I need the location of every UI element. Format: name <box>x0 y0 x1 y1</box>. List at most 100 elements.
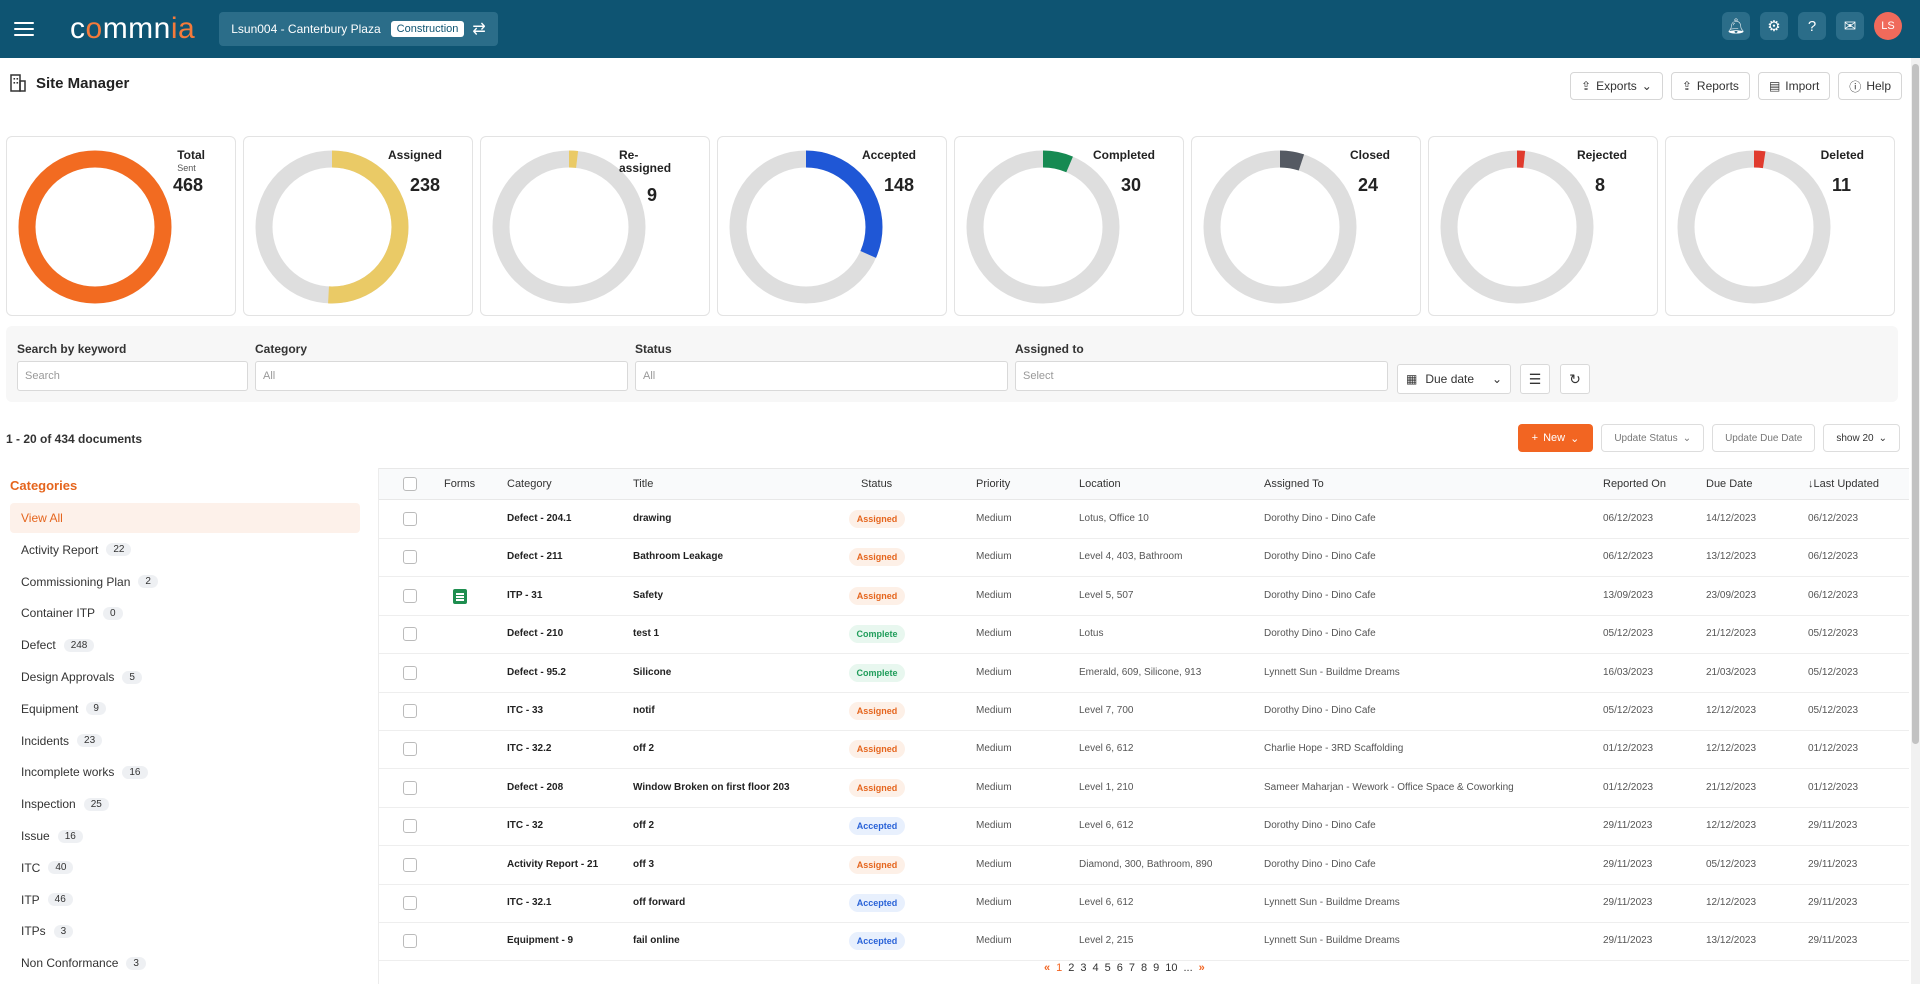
col-location[interactable]: Location <box>1079 478 1121 490</box>
avatar[interactable]: LS <box>1874 12 1902 40</box>
chat-icon[interactable]: ✉ <box>1836 12 1864 40</box>
category-item[interactable]: Container ITP 0 <box>10 598 360 628</box>
help-button[interactable]: ⓘ Help <box>1838 72 1902 100</box>
row-checkbox[interactable] <box>403 742 417 757</box>
page-number[interactable]: 9 <box>1153 962 1160 974</box>
import-button[interactable]: ▤ Import <box>1757 72 1831 100</box>
search-input[interactable]: Search <box>17 361 248 391</box>
category-item[interactable]: Design Approvals 5 <box>10 662 360 692</box>
category-item[interactable]: Issue 16 <box>10 821 360 851</box>
col-reported-on[interactable]: Reported On <box>1603 478 1666 490</box>
col-assigned-to[interactable]: Assigned To <box>1264 478 1324 490</box>
summary-card[interactable]: Completed 30 <box>954 136 1184 316</box>
refresh-button[interactable]: ↻ <box>1560 364 1590 394</box>
row-checkbox[interactable] <box>403 896 417 910</box>
project-switcher[interactable]: Lsun004 - Canterbury Plaza Construction … <box>219 12 498 46</box>
col-priority[interactable]: Priority <box>976 478 1011 490</box>
page-number[interactable]: 3 <box>1080 962 1087 974</box>
table-row[interactable]: ITC - 32.1 off forward Medium Level 6, 612 L… <box>379 885 1909 923</box>
category-item[interactable]: ITPs 3 <box>10 916 360 946</box>
select-all-checkbox[interactable] <box>403 477 417 491</box>
col-title[interactable]: Title <box>633 478 654 490</box>
summary-card[interactable]: Rejected 8 <box>1428 136 1658 316</box>
category-item[interactable]: Defect 248 <box>10 630 360 660</box>
table-row[interactable]: Defect - 210 test 1 Medium Lotus Dorothy Din… <box>379 616 1909 655</box>
due-date-dropdown[interactable]: ▦ Due date ⌄ <box>1397 364 1511 394</box>
table-row[interactable]: ITC - 33 notif Medium Level 7, 700 Dorothy D… <box>379 693 1909 731</box>
category-item[interactable]: Equipment 9 <box>10 694 360 724</box>
menu-icon[interactable] <box>14 22 34 36</box>
table-row[interactable]: ITP - 31 Safety Medium Level 5, 507 Dorothy … <box>379 578 1909 616</box>
table-row[interactable]: ITC - 32 off 2 Medium Level 6, 612 Dorothy D… <box>379 808 1909 847</box>
gear-icon[interactable]: ⚙ <box>1760 12 1788 40</box>
status-select[interactable]: All <box>635 361 1008 391</box>
table-row[interactable]: Defect - 204.1 drawing Medium Lotus, Office… <box>379 501 1909 539</box>
row-checkbox[interactable] <box>403 857 417 872</box>
exports-button[interactable]: ⇪ Exports ⌄ <box>1570 72 1663 100</box>
update-status-button[interactable]: Update Status ⌄ <box>1601 424 1705 452</box>
page-number[interactable]: 1 <box>1056 962 1063 974</box>
page-number[interactable]: 8 <box>1141 962 1148 974</box>
page-number[interactable]: 4 <box>1092 962 1099 974</box>
col-last-updated[interactable]: ↓Last Updated <box>1808 478 1879 490</box>
filter-settings-button[interactable]: ☰ <box>1520 364 1550 394</box>
table-row[interactable]: Defect - 211 Bathroom Leakage Medium Level … <box>379 539 1909 578</box>
category-item[interactable]: Inspection 25 <box>10 789 360 819</box>
category-item[interactable]: Commissioning Plan 2 <box>10 567 360 597</box>
category-select[interactable]: All <box>255 361 628 391</box>
page-number[interactable]: 7 <box>1128 962 1135 974</box>
next-page-button[interactable]: » <box>1198 962 1205 974</box>
assigned-select[interactable]: Select <box>1015 361 1388 391</box>
help-circle-icon[interactable]: ? <box>1798 12 1826 40</box>
reports-button[interactable]: ⇪ Reports <box>1670 72 1750 100</box>
page-scrollbar[interactable] <box>1911 58 1920 984</box>
page-size-select[interactable]: show 20 ⌄ <box>1823 424 1900 452</box>
row-checkbox[interactable] <box>403 588 417 603</box>
form-icon[interactable] <box>453 588 467 604</box>
category-item[interactable]: Incidents 23 <box>10 726 360 756</box>
row-checkbox[interactable] <box>403 934 417 949</box>
row-checkbox[interactable] <box>403 665 417 680</box>
table-row[interactable]: Defect - 208 Window Broken on first floor… <box>379 770 1909 808</box>
scrollbar-thumb[interactable] <box>1912 64 1919 744</box>
app-logo[interactable]: commnia <box>70 12 196 45</box>
category-count: 25 <box>83 797 109 811</box>
cell-reported: 13/09/2023 <box>1603 589 1654 601</box>
update-due-date-button[interactable]: Update Due Date <box>1712 424 1816 452</box>
category-item[interactable]: Non Conformance 3 <box>10 948 360 978</box>
col-status[interactable]: Status <box>861 478 893 490</box>
page-number[interactable]: 10 <box>1165 962 1178 974</box>
summary-card[interactable]: Accepted 148 <box>717 136 947 316</box>
table-row[interactable]: Equipment - 9 fail online Medium Level 2, 2… <box>379 923 1909 962</box>
row-checkbox[interactable] <box>403 704 417 718</box>
row-checkbox[interactable] <box>403 512 417 526</box>
table-row[interactable]: Defect - 95.2 Silicone Medium Emerald, 609,… <box>379 655 1909 693</box>
col-due-date[interactable]: Due Date <box>1706 478 1753 490</box>
summary-card[interactable]: Assigned 238 <box>243 136 473 316</box>
row-checkbox[interactable] <box>403 627 417 642</box>
category-item[interactable]: Incomplete works 16 <box>10 757 360 787</box>
bell-icon[interactable]: 🔔︎ <box>1722 12 1750 40</box>
table-row[interactable]: ITC - 32.2 off 2 Medium Level 6, 612 Charlie… <box>379 731 1909 770</box>
category-item[interactable]: Activity Report 22 <box>10 535 360 565</box>
page-number[interactable]: 2 <box>1068 962 1075 974</box>
category-item[interactable]: View All <box>10 503 360 533</box>
summary-card[interactable]: Total Sent 468 <box>6 136 236 316</box>
page-number[interactable]: 5 <box>1104 962 1111 974</box>
prev-page-button[interactable]: « <box>1044 962 1051 974</box>
swap-icon[interactable]: ⇄ <box>472 21 486 38</box>
page-number[interactable]: ... <box>1183 962 1193 974</box>
new-button[interactable]: + New ⌄ <box>1517 424 1594 452</box>
col-category[interactable]: Category <box>507 478 552 490</box>
category-item[interactable]: ITP 46 <box>10 885 360 915</box>
category-item[interactable]: ITC 40 <box>10 853 360 883</box>
row-checkbox[interactable] <box>403 780 417 795</box>
row-checkbox[interactable] <box>403 819 417 834</box>
table-row[interactable]: Activity Report - 21 off 3 Medium Diamond, … <box>379 847 1909 885</box>
summary-card[interactable]: Re-assigned 9 <box>480 136 710 316</box>
summary-card[interactable]: Deleted 11 <box>1665 136 1895 316</box>
page-number[interactable]: 6 <box>1116 962 1123 974</box>
col-forms[interactable]: Forms <box>444 478 476 490</box>
row-checkbox[interactable] <box>403 550 417 565</box>
summary-card[interactable]: Closed 24 <box>1191 136 1421 316</box>
